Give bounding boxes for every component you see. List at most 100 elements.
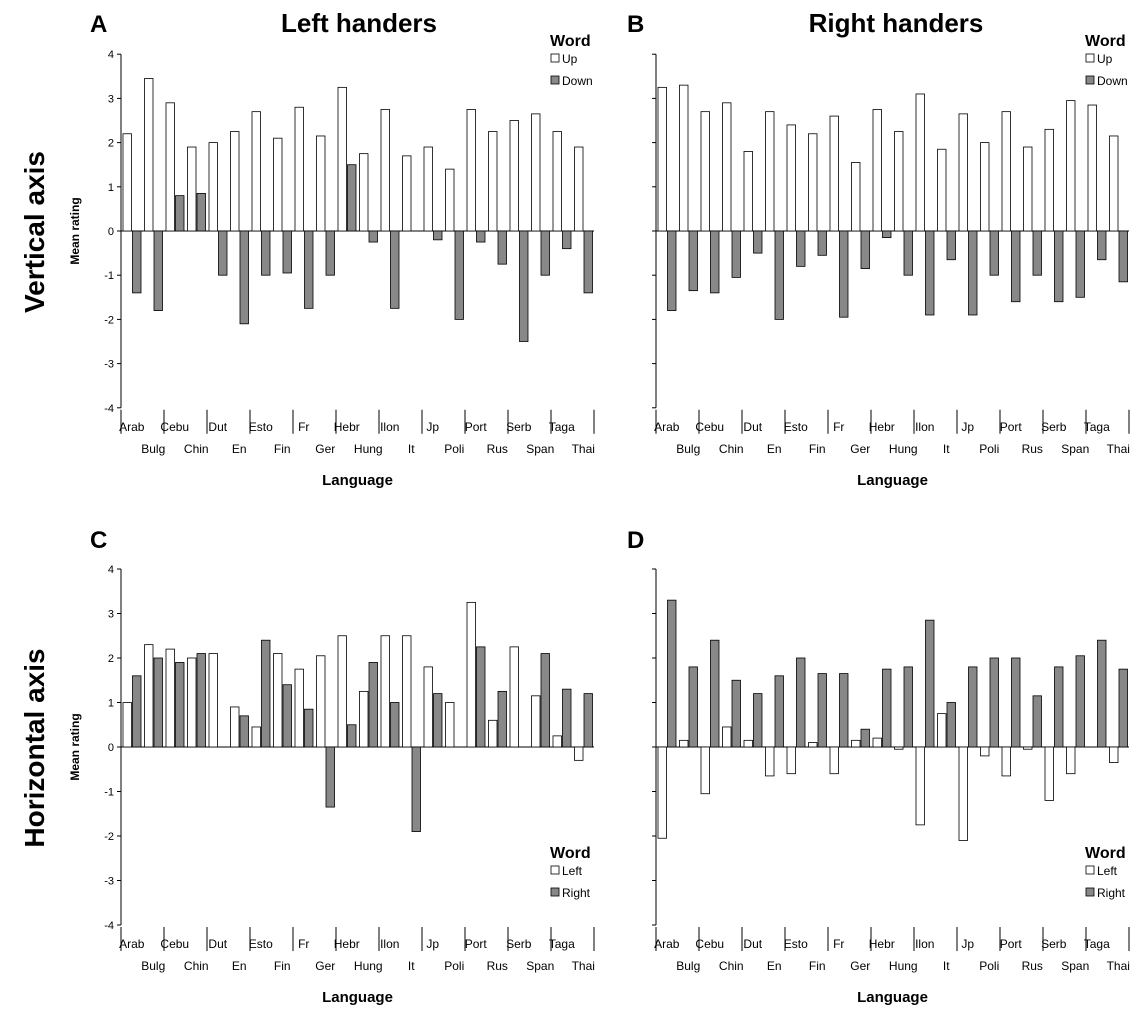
- bar-up: [122, 133, 132, 232]
- bar-down: [175, 195, 185, 232]
- bar-down: [860, 230, 870, 269]
- y-tick-label: -3: [104, 359, 114, 371]
- x-tick-label: Hebr: [869, 937, 895, 951]
- legend-swatch: [1085, 865, 1095, 875]
- panels: A Left handers -4 -3 -2 -1 0 1 2 3 4 Mean rating Ara…: [68, 8, 1130, 1006]
- legend-swatch: [550, 865, 560, 875]
- bar-up: [531, 113, 541, 232]
- bar-right: [946, 702, 956, 748]
- bar-right: [562, 688, 572, 748]
- legend-label: Up: [1097, 52, 1113, 66]
- bar-right: [132, 675, 142, 748]
- bar-left: [1066, 746, 1076, 775]
- x-tick-label: Span: [526, 959, 554, 973]
- bar-left: [829, 746, 839, 775]
- x-tick-label: Port: [1000, 420, 1023, 434]
- bar-up: [1001, 111, 1011, 232]
- bar-left: [937, 713, 947, 748]
- bar-up: [1023, 146, 1033, 232]
- x-tick-label: Ger: [315, 959, 335, 973]
- bar-right: [1097, 639, 1107, 748]
- bar-right: [1011, 657, 1021, 748]
- x-tick-label: Serb: [1041, 937, 1067, 951]
- bar-down: [774, 230, 784, 320]
- panel-b: B Right handersArabBulgCebuChinDutEnEstoF…: [627, 8, 1130, 489]
- y-tick-label: -4: [104, 403, 114, 415]
- x-tick-label: Serb: [506, 420, 532, 434]
- x-tick-label: Fr: [298, 937, 309, 951]
- x-tick-label: Bulg: [676, 959, 700, 973]
- x-tick-label: Fin: [809, 959, 826, 973]
- bar-up: [144, 78, 154, 232]
- bar-left: [679, 739, 689, 748]
- legend-title: Word: [1085, 33, 1126, 50]
- bar-left: [509, 646, 519, 748]
- bar-left: [1001, 746, 1011, 777]
- bar-down: [968, 230, 978, 316]
- bar-up: [380, 109, 390, 232]
- bar-up: [552, 131, 562, 232]
- bar-up: [402, 155, 412, 232]
- legend-label: Right: [562, 886, 591, 900]
- bar-right: [583, 693, 593, 748]
- bar-up: [808, 133, 818, 232]
- bar-right: [1054, 666, 1064, 748]
- x-tick-label: Taga: [1084, 420, 1110, 434]
- bar-down: [540, 230, 550, 276]
- x-tick-label: Taga: [549, 937, 575, 951]
- bar-up: [765, 111, 775, 232]
- bar-right: [304, 708, 314, 748]
- y-tick-label: 0: [108, 742, 114, 754]
- y-tick-label: 0: [108, 226, 114, 238]
- x-tick-label: Arab: [119, 420, 145, 434]
- x-axis-label: Language: [322, 472, 393, 489]
- bar-down: [497, 230, 507, 265]
- bar-down: [196, 193, 206, 232]
- bar-left: [574, 746, 584, 761]
- bar-down: [1118, 230, 1128, 283]
- bar-down: [218, 230, 228, 276]
- x-tick-label: Poli: [979, 442, 999, 456]
- y-tick-label: -3: [104, 876, 114, 888]
- legend-title: Word: [550, 33, 591, 50]
- x-tick-label: Span: [1061, 442, 1089, 456]
- bar-left: [531, 695, 541, 748]
- bar-up: [872, 109, 882, 232]
- bar-down: [433, 230, 443, 241]
- bar-down: [562, 230, 572, 250]
- bar-up: [1087, 104, 1097, 232]
- x-tick-label: En: [232, 959, 247, 973]
- bar-down: [839, 230, 849, 318]
- x-tick-label: Dut: [208, 937, 227, 951]
- bar-down: [325, 230, 335, 276]
- bar-left: [445, 702, 455, 748]
- bar-down: [519, 230, 529, 342]
- x-tick-label: It: [408, 442, 415, 456]
- bar-right: [710, 639, 720, 748]
- bar-left: [359, 690, 369, 748]
- legend-label: Right: [1097, 886, 1126, 900]
- bar-left: [316, 655, 326, 748]
- bar-up: [700, 111, 710, 232]
- bar-down: [817, 230, 827, 256]
- x-tick-label: En: [232, 442, 247, 456]
- x-axis-label: Language: [322, 989, 393, 1006]
- legend-title: Word: [550, 845, 591, 862]
- panel-letter: D: [627, 527, 644, 554]
- bar-left: [402, 635, 412, 748]
- panel-a: A Left handers -4 -3 -2 -1 0 1 2 3 4 Mean rating Ara…: [68, 8, 595, 489]
- bar-down: [1075, 230, 1085, 298]
- bar-up: [894, 131, 904, 232]
- bar-up: [1066, 100, 1076, 232]
- x-tick-label: Poli: [444, 959, 464, 973]
- x-tick-label: Port: [465, 937, 488, 951]
- bar-left: [872, 737, 882, 748]
- x-tick-label: Serb: [506, 937, 532, 951]
- bar-left: [552, 735, 562, 748]
- x-tick-label: Hebr: [334, 937, 360, 951]
- bar-right: [989, 657, 999, 748]
- x-tick-label: Cebu: [160, 420, 189, 434]
- x-tick-label: Ilon: [380, 937, 399, 951]
- panel-title: Left handers: [281, 8, 437, 38]
- bar-right: [497, 690, 507, 748]
